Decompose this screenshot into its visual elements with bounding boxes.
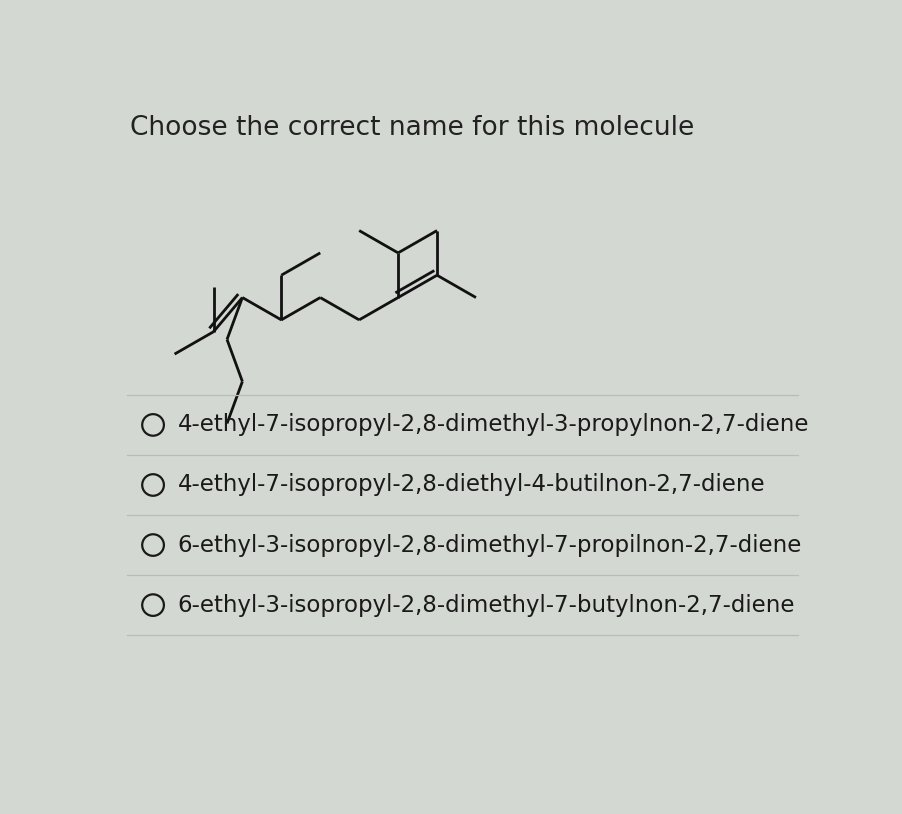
Text: 6-ethyl-3-isopropyl-2,8-dimethyl-7-propilnon-2,7-diene: 6-ethyl-3-isopropyl-2,8-dimethyl-7-propi…	[178, 533, 802, 557]
Text: 4-ethyl-7-isopropyl-2,8-diethyl-4-butilnon-2,7-diene: 4-ethyl-7-isopropyl-2,8-diethyl-4-butiln…	[178, 474, 766, 497]
Text: Choose the correct name for this molecule: Choose the correct name for this molecul…	[130, 115, 694, 141]
Text: 4-ethyl-7-isopropyl-2,8-dimethyl-3-propylnon-2,7-diene: 4-ethyl-7-isopropyl-2,8-dimethyl-3-propy…	[178, 414, 809, 436]
Text: 6-ethyl-3-isopropyl-2,8-dimethyl-7-butylnon-2,7-diene: 6-ethyl-3-isopropyl-2,8-dimethyl-7-butyl…	[178, 593, 796, 617]
